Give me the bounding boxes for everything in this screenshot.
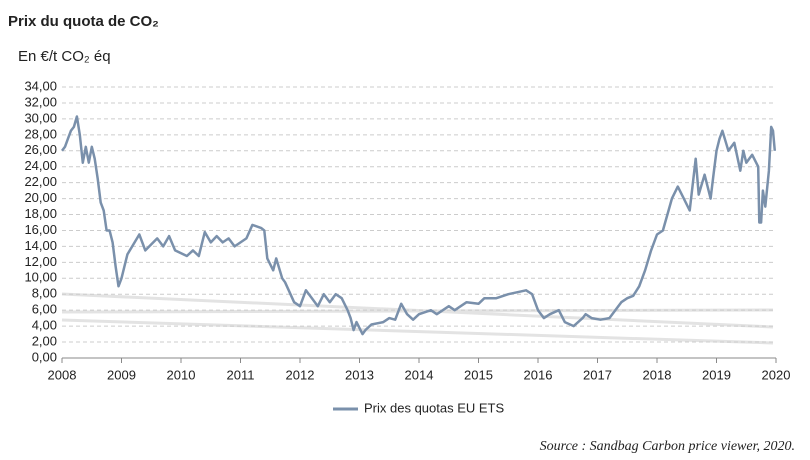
x-tick-label: 2015: [464, 367, 493, 382]
y-tick-label: 22,00: [24, 174, 57, 189]
legend-label: Prix des quotas EU ETS: [364, 400, 504, 415]
y-tick-label: 28,00: [24, 126, 57, 141]
chart-title: Prix du quota de CO₂: [8, 13, 159, 30]
y-tick-label: 10,00: [24, 270, 57, 285]
x-tick-label: 2017: [583, 367, 612, 382]
y-tick-label: 32,00: [24, 94, 57, 109]
y-tick-label: 14,00: [24, 238, 57, 253]
y-tick-label: 8,00: [32, 286, 57, 301]
y-tick-label: 20,00: [24, 190, 57, 205]
x-tick-label: 2011: [227, 367, 255, 382]
y-tick-label: 24,00: [24, 158, 57, 173]
y-tick-label: 12,00: [24, 254, 57, 269]
y-tick-label: 16,00: [24, 222, 57, 237]
x-tick-label: 2019: [702, 367, 731, 382]
x-tick-label: 2016: [524, 367, 553, 382]
source-note: Source : Sandbag Carbon price viewer, 20…: [540, 439, 795, 454]
streak: [61, 318, 774, 345]
x-tick-label: 2018: [643, 367, 672, 382]
x-tick-label: 2009: [107, 367, 136, 382]
y-tick-label: 30,00: [24, 110, 57, 125]
x-tick-label: 2020: [762, 367, 791, 382]
x-tick-label: 2014: [405, 367, 434, 382]
chart-subtitle: En €/t CO₂ éq: [18, 48, 111, 65]
y-tick-label: 26,00: [24, 142, 57, 157]
y-tick-label: 34,00: [24, 78, 57, 93]
x-tick-label: 2008: [48, 367, 77, 382]
y-tick-label: 4,00: [32, 318, 57, 333]
x-tick-label: 2013: [345, 367, 374, 382]
y-tick-label: 18,00: [24, 206, 57, 221]
streak: [61, 308, 774, 314]
y-tick-label: 0,00: [32, 349, 57, 364]
x-tick-label: 2012: [286, 367, 315, 382]
y-tick-label: 2,00: [32, 333, 57, 348]
background-streaks: [61, 292, 774, 345]
y-tick-label: 6,00: [32, 302, 57, 317]
x-tick-label: 2010: [167, 367, 196, 382]
series-line: [61, 115, 777, 336]
